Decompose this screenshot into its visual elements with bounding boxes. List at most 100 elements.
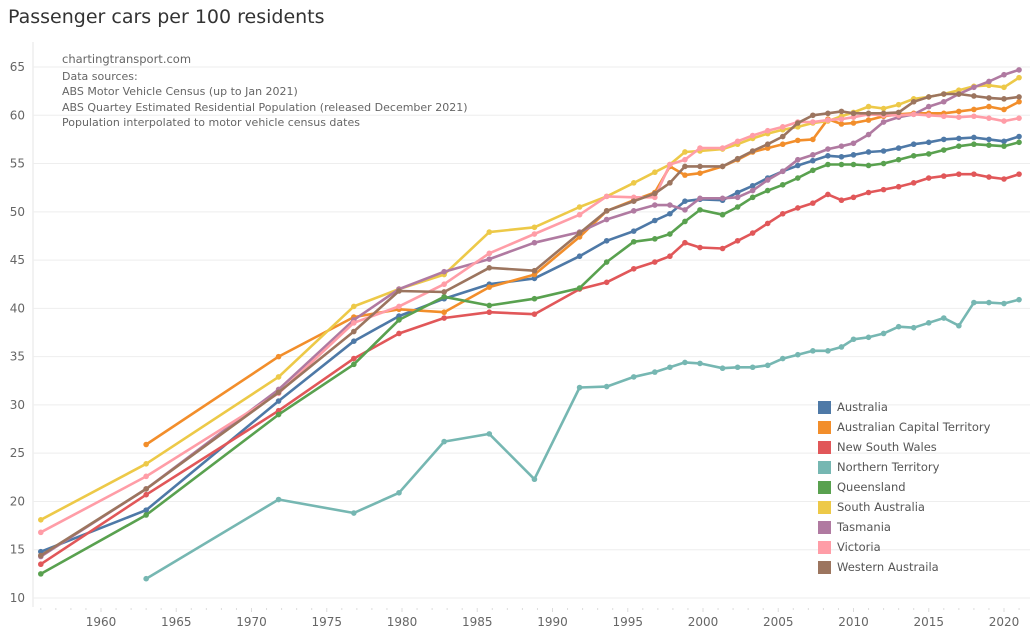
data-point <box>143 491 149 498</box>
data-point <box>941 91 947 97</box>
data-point <box>838 143 845 149</box>
legend-item[interactable]: Western Austraila <box>818 557 990 577</box>
legend-item[interactable]: Australian Capital Territory <box>818 417 990 437</box>
legend-item[interactable]: South Australia <box>818 497 990 517</box>
data-point <box>1001 106 1007 113</box>
data-point <box>825 191 831 198</box>
data-point <box>396 317 402 323</box>
data-point <box>351 328 357 335</box>
data-point <box>719 245 726 252</box>
y-tick-label: 55 <box>10 157 25 171</box>
data-point <box>576 253 583 260</box>
data-point <box>143 473 149 480</box>
legend-item[interactable]: Australia <box>818 397 990 417</box>
data-point <box>795 205 801 211</box>
data-point <box>779 210 786 217</box>
data-point <box>810 200 816 206</box>
data-point <box>850 336 857 343</box>
data-point <box>275 374 282 380</box>
legend-swatch <box>818 460 831 474</box>
legend-swatch <box>818 560 831 574</box>
data-point <box>865 117 872 123</box>
data-point <box>838 344 845 350</box>
legend-item[interactable]: Victoria <box>818 537 990 557</box>
data-point <box>941 136 947 143</box>
data-point <box>880 186 887 193</box>
data-point <box>825 161 831 168</box>
legend-swatch <box>818 480 831 494</box>
annotation-site: chartingtransport.com <box>62 52 192 66</box>
legend-item[interactable]: New South Wales <box>818 437 990 457</box>
data-point <box>838 121 845 127</box>
data-point <box>895 183 902 190</box>
data-point <box>697 360 703 367</box>
chart-title: Passenger cars per 100 residents <box>8 6 325 28</box>
data-point <box>1001 71 1007 78</box>
x-tick-label: 1990 <box>537 615 568 629</box>
data-point <box>810 119 816 125</box>
legend-item[interactable]: Northern Territory <box>818 457 990 477</box>
data-point <box>441 281 447 288</box>
y-tick-label: 15 <box>10 543 25 557</box>
annotation-method: Population interpolated to motor vehicle… <box>62 116 360 129</box>
data-point <box>764 362 771 369</box>
data-point <box>865 110 872 117</box>
data-point <box>850 114 857 121</box>
legend-label: Western Austraila <box>837 560 939 574</box>
data-point <box>697 163 703 170</box>
data-point <box>275 398 282 404</box>
data-point <box>531 476 538 483</box>
data-point <box>971 84 977 91</box>
data-point <box>719 145 726 151</box>
data-point <box>734 364 741 371</box>
data-point <box>652 202 658 208</box>
data-point <box>603 237 610 244</box>
x-tick-label: 1985 <box>462 615 493 629</box>
data-point <box>749 182 756 189</box>
legend-item[interactable]: Queensland <box>818 477 990 497</box>
x-tick-label: 2000 <box>688 615 719 629</box>
data-point <box>1001 84 1007 91</box>
data-point <box>749 187 756 194</box>
data-point <box>531 267 538 274</box>
data-point <box>275 407 282 414</box>
data-point <box>667 231 673 237</box>
data-point <box>956 171 962 177</box>
legend-label: Northern Territory <box>837 460 940 474</box>
data-point <box>749 194 756 201</box>
data-point <box>576 211 583 218</box>
y-tick-label: 45 <box>10 253 25 267</box>
annotation-source-1: ABS Motor Vehicle Census (up to Jan 2021… <box>62 85 298 98</box>
data-point <box>630 198 637 204</box>
data-point <box>531 311 538 317</box>
x-tick-label: 1975 <box>311 615 342 629</box>
data-point <box>351 338 357 344</box>
data-point <box>850 152 857 158</box>
data-point <box>779 181 786 188</box>
data-point <box>652 217 658 224</box>
data-point <box>838 116 845 122</box>
data-point <box>667 180 673 186</box>
data-point <box>986 174 992 180</box>
data-point <box>697 145 703 151</box>
data-point <box>986 136 992 143</box>
data-point <box>697 170 703 176</box>
data-point <box>925 103 932 110</box>
legend-item[interactable]: Tasmania <box>818 517 990 537</box>
data-point <box>652 236 658 242</box>
data-point <box>850 161 857 168</box>
data-point <box>441 289 447 295</box>
data-point <box>603 259 610 265</box>
data-point <box>275 389 282 396</box>
y-tick-label: 50 <box>10 205 25 219</box>
data-point <box>1001 96 1007 102</box>
series-new-south-wales <box>38 171 1022 568</box>
data-point <box>576 285 583 291</box>
x-tick-label: 1970 <box>236 615 267 629</box>
data-point <box>682 149 688 155</box>
data-point <box>971 106 977 113</box>
data-point <box>697 207 703 213</box>
y-tick-label: 20 <box>10 494 25 508</box>
x-tick-label: 1960 <box>86 615 117 629</box>
